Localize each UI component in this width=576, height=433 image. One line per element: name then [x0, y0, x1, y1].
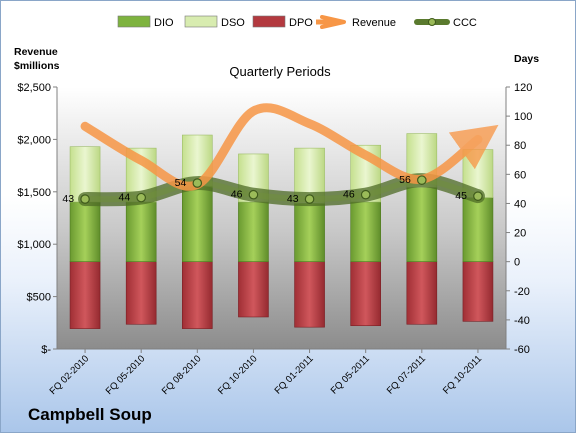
right-tick-label-6: 60: [514, 169, 526, 181]
legend-swatch-revenue: [320, 15, 346, 29]
right-tick-label-1: -40: [514, 315, 530, 327]
right-tick-label-0: -60: [514, 344, 530, 356]
chart-title: Quarterly Periods: [229, 64, 331, 79]
ccc-marker-2: [192, 178, 203, 188]
ccc-marker-4: [304, 194, 315, 204]
x-tick-label-1: FQ 05-2010: [104, 353, 148, 397]
dio-bar-0: [69, 201, 101, 262]
revenue-line: [80, 103, 499, 191]
left-axis-label-line2: $millions: [14, 60, 60, 72]
x-tick-label-2: FQ 08-2010: [160, 353, 204, 397]
right-axis-label: Days: [514, 53, 539, 65]
x-tick-label-7: FQ 10-2011: [441, 353, 484, 396]
dpo-bar-7: [462, 261, 494, 322]
ccc-label-3: 46: [231, 189, 243, 201]
lines-group: 43 44 54 46 43 46 56 45: [62, 103, 499, 207]
bars-group: [69, 133, 494, 329]
dio-bar-6: [406, 187, 438, 262]
left-tick-label-1: $500: [27, 292, 51, 304]
x-tick-label-3: FQ 10-2010: [216, 353, 260, 397]
legend-swatch-dpo: [252, 15, 286, 28]
dpo-bar-4: [294, 261, 325, 328]
legend-swatch-dio: [117, 15, 151, 28]
ccc-marker-7: [473, 191, 483, 201]
left-tick-label-5: $2,500: [17, 82, 51, 94]
ccc-label-7: 45: [455, 190, 467, 202]
right-tick-label-9: 120: [514, 82, 532, 94]
plot-area: [57, 87, 506, 349]
right-tick-label-4: 20: [514, 228, 526, 240]
legend-label-dio: DIO: [154, 17, 174, 29]
x-tick-label-4: FQ 01-2011: [273, 353, 316, 396]
ccc-label-4: 43: [287, 193, 299, 205]
ccc-marker-1: [136, 192, 146, 203]
right-tick-label-5: 40: [514, 198, 526, 210]
dio-bar-4: [294, 203, 325, 262]
legend: DIO DSO DPO Revenue CCC: [117, 15, 477, 29]
dio-bar-3: [238, 201, 269, 262]
left-tick-label-3: $1,500: [17, 187, 51, 199]
dpo-bar-2: [182, 261, 213, 329]
dio-bar-7: [462, 197, 494, 262]
dpo-bar-6: [406, 261, 438, 325]
legend-label-revenue: Revenue: [352, 17, 396, 29]
left-tick-label-0: $-: [41, 344, 51, 356]
dpo-bar-5: [350, 261, 381, 327]
right-tick-label-7: 80: [514, 140, 526, 152]
right-tick-label-2: -20: [514, 286, 530, 298]
legend-swatch-dso: [184, 15, 218, 28]
ccc-label-0: 43: [62, 193, 74, 205]
ccc-marker-5: [360, 189, 371, 200]
right-tick-label-8: 100: [514, 111, 532, 123]
dio-bar-1: [125, 201, 157, 262]
right-tick-label-3: 0: [514, 257, 520, 269]
dpo-bar-1: [125, 261, 157, 325]
left-tick-label-4: $2,000: [17, 134, 51, 146]
ccc-label-2: 54: [175, 177, 187, 189]
x-tick-label-6: FQ 07-2011: [385, 353, 428, 396]
ccc-label-6: 56: [399, 174, 411, 186]
dio-bar-2: [182, 185, 213, 262]
left-axis-label-line1: Revenue: [14, 46, 58, 58]
x-tick-label-5: FQ 05-2011: [329, 353, 372, 396]
legend-label-ccc: CCC: [453, 17, 477, 29]
ccc-marker-0: [80, 194, 90, 204]
company-name: Campbell Soup: [28, 405, 152, 424]
left-tick-label-2: $1,000: [17, 239, 51, 251]
ccc-marker-6: [417, 175, 427, 185]
ccc-marker-3: [248, 189, 259, 200]
dio-bar-5: [350, 201, 381, 262]
ccc-label-1: 44: [119, 192, 131, 204]
ccc-label-5: 46: [343, 189, 355, 201]
legend-swatch-ccc-marker: [428, 18, 436, 26]
x-tick-label-0: FQ 02-2010: [48, 353, 92, 397]
dpo-bar-0: [69, 261, 101, 329]
legend-label-dpo: DPO: [289, 17, 313, 29]
legend-label-dso: DSO: [221, 17, 245, 29]
dpo-bar-3: [238, 261, 269, 318]
